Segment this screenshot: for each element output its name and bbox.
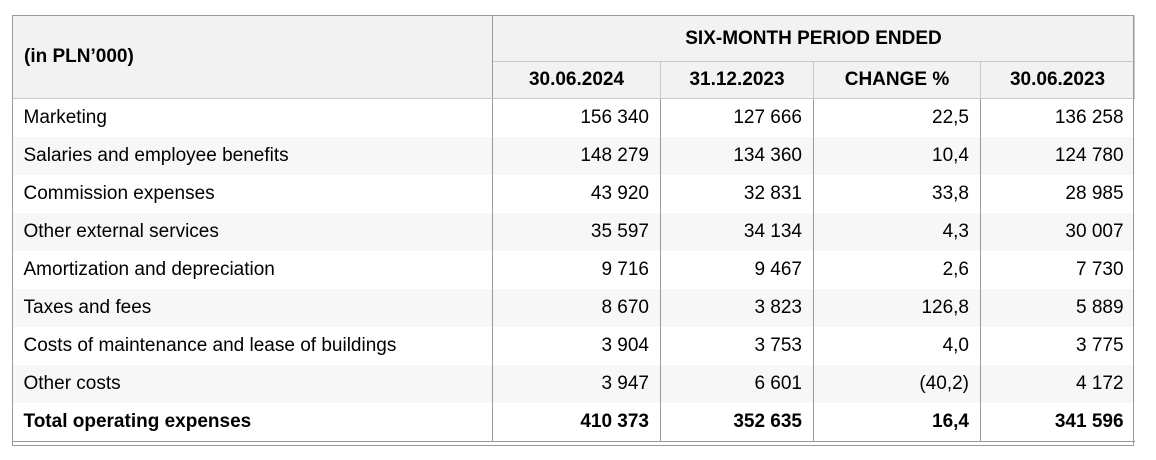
cell-value: 3 904 [492,327,661,365]
row-label: Taxes and fees [12,289,493,327]
cell-value: 35 597 [492,213,661,251]
row-label: Other external services [12,213,493,251]
column-header-31-12-2023: 31.12.2023 [660,61,814,99]
operating-expenses-table-container: (in PLN’000) SIX-MONTH PERIOD ENDED 30.0… [12,15,1136,446]
cell-value: 124 780 [979,137,1135,175]
cell-value: 3 823 [660,289,814,327]
row-label: Commission expenses [23,183,215,204]
cell-value: 4 172 [979,365,1135,403]
cell-value: 156 340 [492,98,661,137]
cell-value: 33,8 [813,175,981,213]
cell-value: 3 753 [660,327,814,365]
column-header-30-06-2024: 30.06.2024 [492,61,661,99]
period-header: SIX-MONTH PERIOD ENDED [491,15,1136,62]
cell-value: 5 889 [979,289,1135,327]
total-value: 16,4 [813,403,981,442]
cell-value: 126,8 [813,289,981,327]
cell-value: 4,3 [813,213,981,251]
table-row: Other external services 35 597 34 134 4,… [12,213,1135,251]
row-label: Costs of maintenance and lease of buildi… [23,335,397,356]
row-label: Amortization and depreciation [23,259,275,280]
total-label: Total operating expenses [12,403,493,442]
column-header-change-pct: CHANGE % [813,61,981,99]
cell-value: 6 601 [660,365,814,403]
cell-value: 3 947 [492,365,661,403]
cell-value: 10,4 [813,137,981,175]
operating-expenses-table: (in PLN’000) SIX-MONTH PERIOD ENDED 30.0… [12,15,1136,442]
cell-value: 43 920 [492,175,661,213]
column-header-30-06-2023: 30.06.2023 [979,61,1136,99]
total-value: 410 373 [492,403,661,442]
cell-value: 2,6 [813,251,981,289]
cell-value: 30 007 [979,213,1135,251]
table-row: Salaries and employee benefits 148 279 1… [12,137,1135,175]
cell-value: 7 730 [979,251,1135,289]
cell-value: 3 775 [979,327,1135,365]
row-label: Marketing [23,107,107,128]
table-row: Amortization and depreciation 9 716 9 46… [13,251,1135,289]
row-label: Salaries and employee benefits [12,137,493,175]
cell-value: 22,5 [813,98,981,137]
cell-value: 4,0 [813,327,981,365]
total-value: 352 635 [660,403,814,442]
total-value: 341 596 [979,403,1135,442]
cell-value: 9 467 [660,251,814,289]
unit-label: (in PLN’000) [12,15,493,99]
table-row: Marketing 156 340 127 666 22,5 136 258 [13,98,1135,137]
cell-value: 8 670 [492,289,661,327]
cell-value: 34 134 [660,213,814,251]
cell-value: 136 258 [979,98,1135,137]
cell-value: 9 716 [492,251,661,289]
total-row: Total operating expenses 410 373 352 635… [12,403,1135,442]
table-row: Costs of maintenance and lease of buildi… [13,327,1135,365]
cell-value: 127 666 [660,98,814,137]
cell-value: 28 985 [979,175,1135,213]
table-header: (in PLN’000) SIX-MONTH PERIOD ENDED 30.0… [12,15,1136,99]
cell-value: 134 360 [660,137,814,175]
row-label: Other costs [12,365,493,403]
cell-value: 148 279 [492,137,661,175]
table-body: Marketing 156 340 127 666 22,5 136 258 S… [12,98,1135,442]
table-row: Other costs 3 947 6 601 (40,2) 4 172 [12,365,1135,403]
table-row: Taxes and fees 8 670 3 823 126,8 5 889 [12,289,1135,327]
cell-value: 32 831 [660,175,814,213]
table-row: Commission expenses 43 920 32 831 33,8 2… [13,175,1135,213]
cell-value: (40,2) [813,365,981,403]
